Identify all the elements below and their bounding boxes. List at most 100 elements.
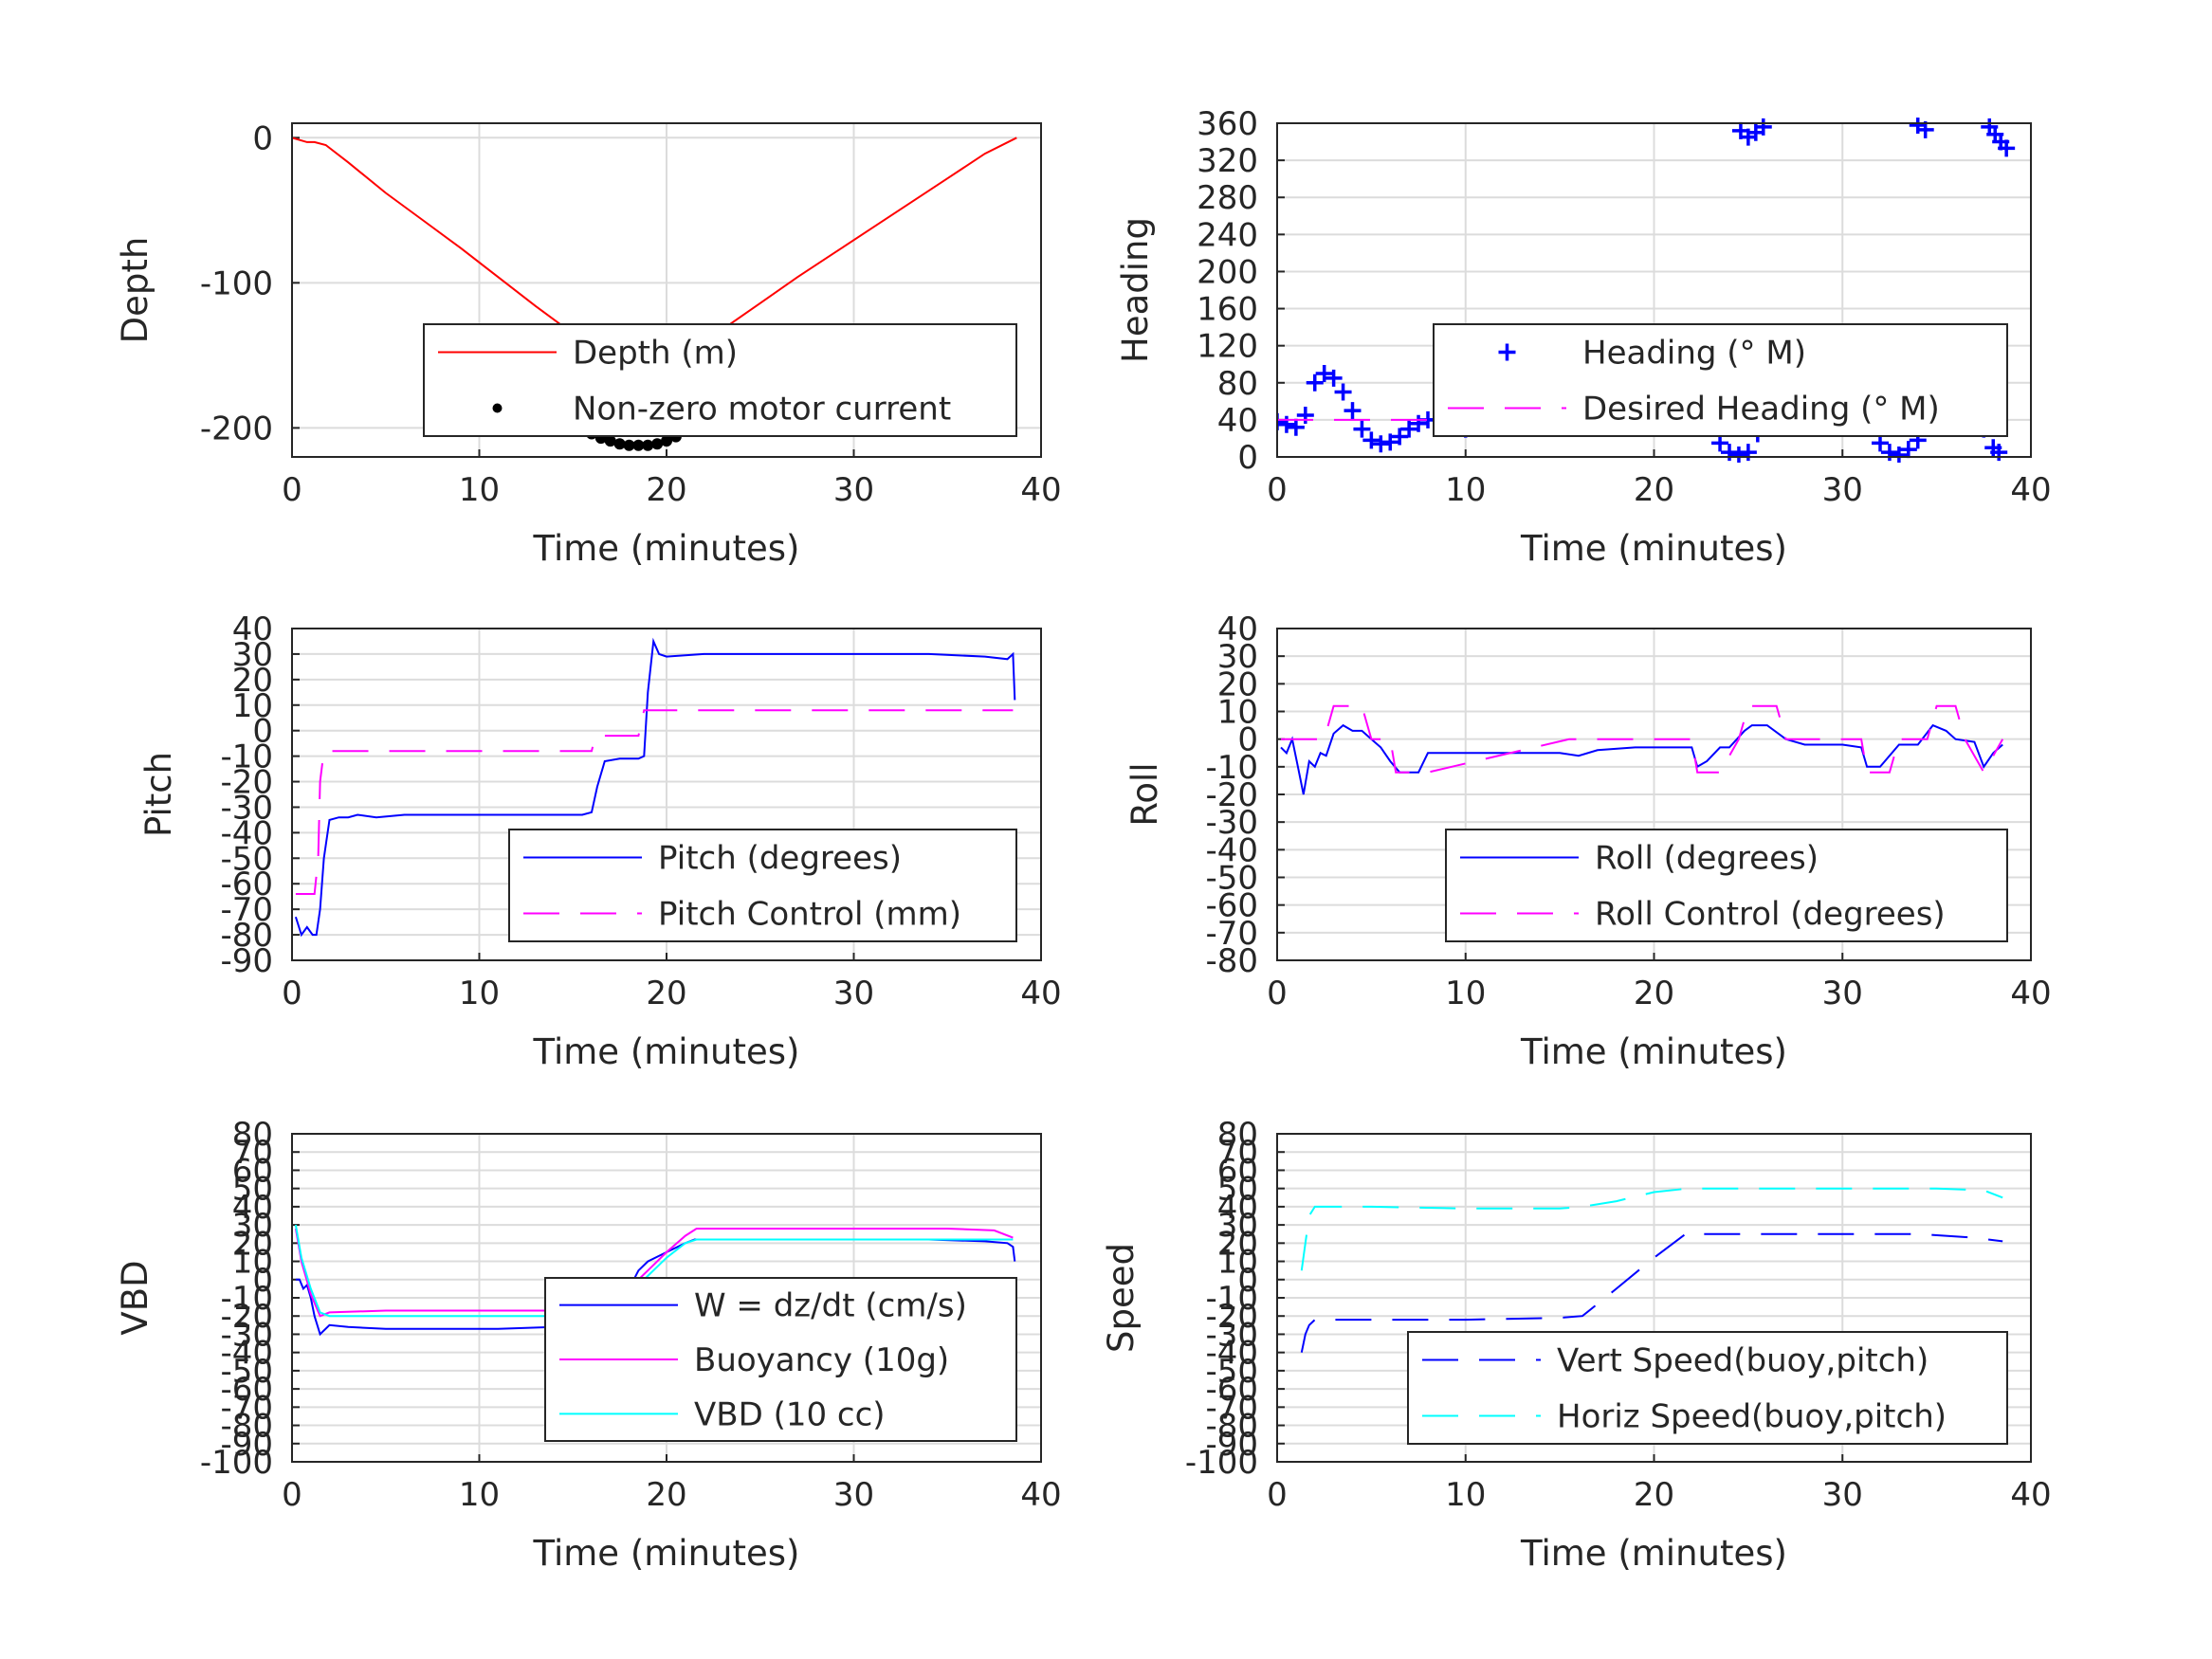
data-point	[1872, 434, 1889, 452]
y-axis-label: Pitch	[138, 752, 179, 837]
data-point	[1711, 434, 1729, 452]
data-point	[613, 438, 626, 450]
x-tick-label: 30	[1822, 471, 1863, 509]
x-tick-label: 0	[1267, 471, 1288, 509]
x-tick-label: 20	[646, 1476, 686, 1514]
y-tick-label: 0	[1237, 439, 1258, 477]
x-tick-label: 40	[1020, 1476, 1061, 1514]
y-tick-label: -60	[220, 1371, 273, 1409]
legend-box	[1433, 323, 2008, 437]
y-tick-label: 40	[232, 611, 273, 648]
data-point	[1325, 369, 1343, 387]
y-tick-label: -60	[1205, 887, 1258, 925]
y-tick-label: 10	[1217, 1244, 1258, 1282]
legend-label: W = dz/dt (cm/s)	[694, 1287, 967, 1325]
y-tick-label: 360	[1197, 105, 1258, 143]
series-pitch-degrees-line	[294, 637, 1016, 938]
x-tick-label: 0	[282, 471, 302, 509]
y-tick-label: 0	[252, 713, 273, 751]
y-tick-label: 0	[252, 119, 273, 157]
x-axis-label: Time (minutes)	[1520, 528, 1787, 569]
y-tick-label: 40	[1217, 402, 1258, 440]
data-point	[661, 435, 672, 447]
data-point	[1296, 407, 1314, 424]
x-tick-label: 30	[833, 471, 874, 509]
chart-roll: 0 10 20 30 40403020100-10-20-30-40-50-60-70-…	[1124, 611, 2052, 1072]
data-point	[1391, 428, 1409, 446]
y-tick-label: -70	[220, 891, 273, 929]
y-tick-label: -80	[1205, 942, 1258, 980]
y-tick-label: 120	[1197, 328, 1258, 366]
data-point	[1362, 431, 1380, 449]
data-point	[623, 439, 635, 451]
y-tick-label: -50	[1205, 1353, 1258, 1391]
chart-heading: 0 10 20 30 4004080120160200240280320360Time …	[1115, 105, 2052, 569]
data-point	[1334, 383, 1352, 401]
y-tick-label: -40	[1205, 1335, 1258, 1373]
y-tick-label: -50	[220, 1353, 273, 1391]
x-tick-label: 40	[2010, 1476, 2051, 1514]
y-axis-label: Speed	[1101, 1243, 1142, 1353]
y-tick-label: 30	[1217, 638, 1258, 676]
y-tick-label: -100	[1185, 1444, 1258, 1482]
legend-label: Horiz Speed(buoy,pitch)	[1557, 1398, 1947, 1436]
legend-box	[1407, 1331, 2008, 1445]
legend-label: Roll (degrees)	[1595, 840, 1819, 878]
legend: Heading (° M) Desired Heading (° M)	[1433, 323, 2008, 437]
data-point	[651, 438, 664, 450]
axes-box	[291, 628, 1042, 961]
x-tick-label: 40	[2010, 471, 2051, 509]
data-point	[1306, 374, 1324, 392]
y-tick-label: 40	[1217, 611, 1258, 648]
y-tick-label: 160	[1197, 291, 1258, 329]
y-tick-label: -40	[220, 814, 273, 852]
y-tick-label: 30	[1217, 1207, 1258, 1245]
legend-label: Desired Heading (° M)	[1582, 391, 1940, 428]
legend-label: Roll Control (degrees)	[1595, 896, 1946, 934]
y-tick-label: 10	[1217, 694, 1258, 732]
x-tick-label: 40	[2010, 975, 2051, 1012]
chart-pitch: 0 10 20 30 40403020100-10-20-30-40-50-60-70-…	[138, 611, 1062, 1072]
x-axis-label: Time (minutes)	[533, 1533, 800, 1574]
y-tick-label: -40	[1205, 831, 1258, 869]
y-tick-label: -10	[1205, 1280, 1258, 1318]
y-tick-label: -20	[1205, 1298, 1258, 1336]
x-tick-label: 30	[833, 975, 874, 1012]
data-point	[1344, 402, 1362, 420]
x-tick-label: 20	[1634, 471, 1674, 509]
y-tick-label: -40	[220, 1335, 273, 1373]
y-axis-label: Roll	[1124, 762, 1165, 826]
y-tick-label: 50	[232, 1171, 273, 1209]
legend-swatch	[1498, 343, 1516, 361]
y-tick-label: -90	[220, 1426, 273, 1464]
y-tick-label: 240	[1197, 216, 1258, 254]
x-tick-label: 0	[1267, 975, 1288, 1012]
plot-area	[1300, 1187, 2003, 1353]
axes-box	[1276, 122, 2032, 458]
data-point	[1410, 414, 1428, 432]
data-point	[1754, 118, 1772, 136]
chart-vbd: 0 10 20 30 4080706050403020100-10-20-30-40-5…	[115, 1116, 1062, 1574]
x-tick-label: 40	[1020, 975, 1061, 1012]
y-tick-label: -30	[220, 1316, 273, 1354]
y-tick-label: -60	[1205, 1371, 1258, 1409]
y-tick-label: -20	[220, 1298, 273, 1336]
y-tick-label: -70	[1205, 915, 1258, 953]
x-tick-label: 10	[1445, 471, 1486, 509]
x-tick-label: 20	[1634, 975, 1674, 1012]
series-pitch-control-mm-line	[295, 709, 1014, 895]
y-tick-label: -30	[220, 789, 273, 827]
data-point	[1372, 435, 1390, 453]
plot-area	[1280, 704, 2004, 795]
data-point	[1381, 433, 1399, 451]
y-tick-label: -20	[220, 764, 273, 802]
y-tick-label: -200	[200, 410, 273, 447]
y-tick-label: -10	[220, 738, 273, 776]
legend: W = dz/dt (cm/s) Buoyancy (10g) VBD (10 cc…	[544, 1277, 1017, 1442]
x-axis-label: Time (minutes)	[533, 1031, 800, 1072]
legend-label: Pitch (degrees)	[658, 840, 902, 878]
y-tick-label: -10	[1205, 749, 1258, 787]
y-tick-label: 20	[232, 1225, 273, 1263]
y-tick-label: -100	[200, 1444, 273, 1482]
data-point	[1287, 418, 1305, 436]
